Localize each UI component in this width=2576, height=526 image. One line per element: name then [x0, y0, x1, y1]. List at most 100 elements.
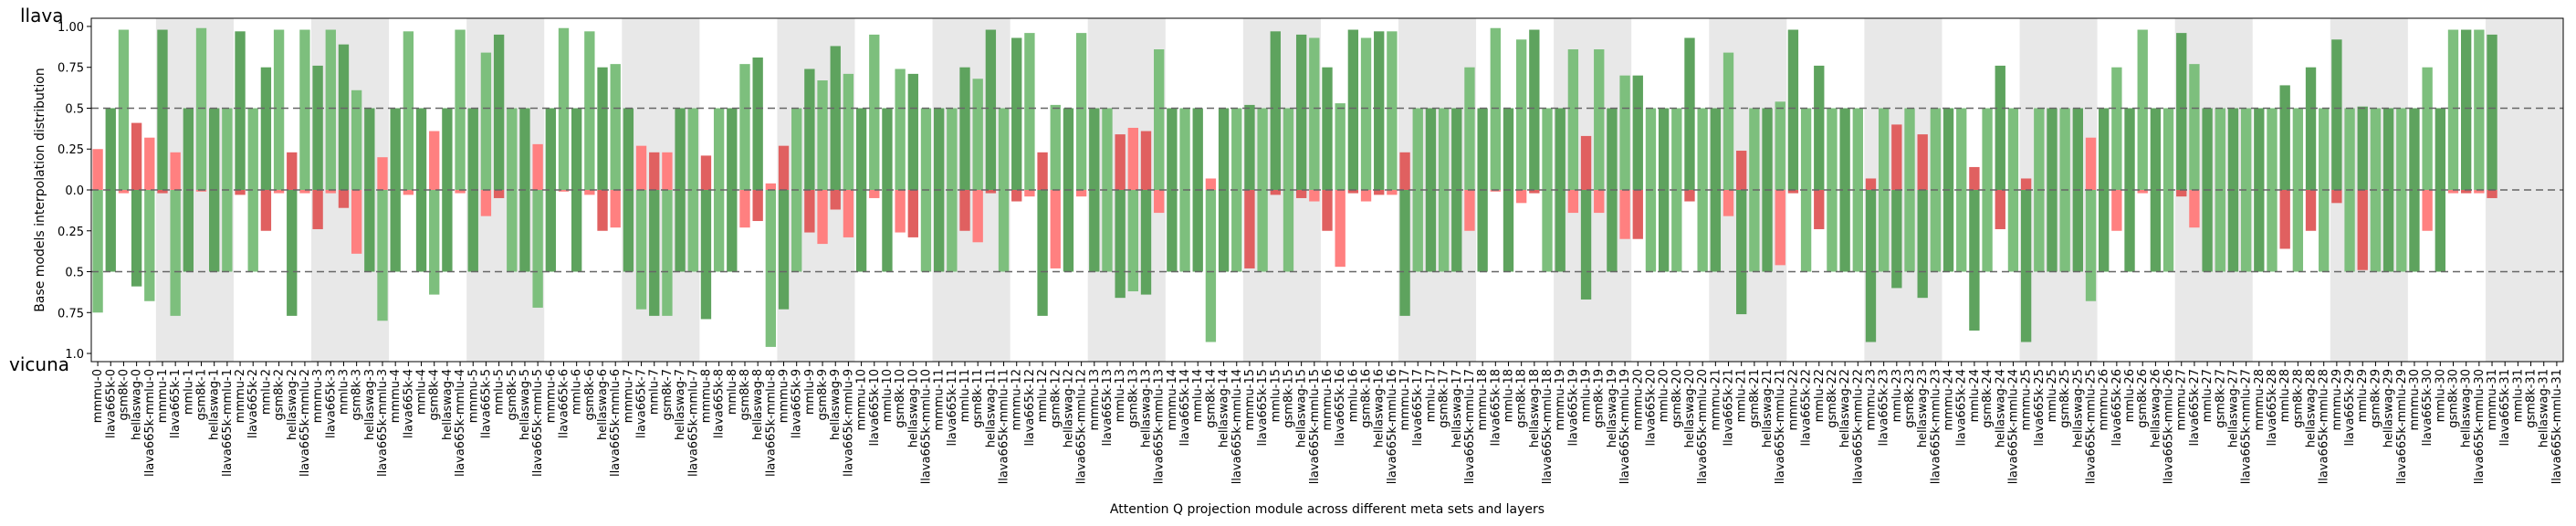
bar-down-llava665k-mmlu-27	[2240, 190, 2252, 272]
xtick-label-mmlu-15: mmlu-15	[1269, 369, 1283, 422]
xtick-label-gsm8k-8: gsm8k-8	[738, 369, 752, 420]
bar-up-gsm8k-28	[2292, 108, 2304, 190]
bar-up-mmmu-31	[2487, 34, 2497, 191]
xtick-label-mmmu-29: mmmu-29	[2330, 369, 2344, 430]
bar-up-mmlu-11	[959, 67, 970, 190]
bar-up-gsm8k-5	[507, 108, 518, 190]
bar-up-mmlu-23	[1891, 124, 1902, 190]
xtick-label-llava665k-mmlu-13: llava665k-mmlu-13	[1153, 369, 1167, 484]
bar-up-mmlu-6	[571, 108, 582, 190]
bar-up-llava665k-12	[1024, 33, 1035, 190]
bar-down-llava665k-mmlu-12	[1075, 190, 1087, 197]
bar-down-hellaswag-25	[2072, 190, 2083, 272]
bar-down-llava665k-mmlu-9	[843, 190, 854, 237]
xtick-label-mmmu-31: mmmu-31	[2486, 369, 2499, 430]
xtick-label-mmlu-26: mmlu-26	[2123, 369, 2137, 422]
bar-up-mmlu-5	[493, 34, 505, 191]
bar-down-hellaswag-23	[1917, 190, 1928, 299]
bar-down-llava665k-13	[1102, 190, 1113, 272]
bar-up-hellaswag-27	[2227, 108, 2239, 190]
xtick-label-hellaswag-2: hellaswag-2	[286, 369, 299, 440]
xtick-label-mmlu-14: mmlu-14	[1191, 369, 1205, 422]
bar-up-gsm8k-16	[1360, 37, 1372, 190]
bar-down-mmmu-24	[1942, 190, 1954, 272]
bar-down-llava665k-mmlu-1	[222, 190, 233, 272]
bar-up-mmlu-1	[183, 108, 194, 190]
xtick-label-llava665k-14: llava665k-14	[1178, 369, 1192, 446]
bar-up-mmmu-19	[1555, 108, 1565, 190]
xtick-label-mmmu-24: mmmu-24	[1942, 369, 1956, 430]
xtick-label-gsm8k-25: gsm8k-25	[2058, 369, 2072, 428]
bar-up-mmlu-21	[1736, 151, 1747, 190]
xtick-label-mmmu-25: mmmu-25	[2020, 369, 2034, 430]
bar-up-llava665k-mmlu-14	[1231, 108, 1242, 190]
xtick-label-gsm8k-7: gsm8k-7	[661, 369, 675, 420]
bar-up-mmlu-19	[1580, 135, 1592, 190]
bar-up-gsm8k-27	[2215, 108, 2225, 190]
xtick-label-mmlu-19: mmlu-19	[1580, 369, 1594, 422]
bar-up-llava665k-mmlu-30	[2474, 29, 2485, 191]
bar-up-hellaswag-28	[2305, 67, 2317, 190]
bar-down-mmlu-27	[2202, 190, 2213, 272]
bar-up-llava665k-9	[791, 108, 802, 190]
xtick-label-gsm8k-14: gsm8k-14	[1204, 369, 1218, 428]
bar-down-mmmu-17	[1399, 190, 1410, 316]
bar-down-mmmu-3	[312, 190, 323, 229]
bar-up-llava665k-21	[1723, 52, 1734, 190]
bar-up-llava665k-mmlu-26	[2162, 108, 2174, 190]
bar-up-llava665k-mmlu-24	[2007, 108, 2019, 190]
bar-down-mmlu-17	[1425, 190, 1437, 272]
xtick-label-gsm8k-5: gsm8k-5	[506, 369, 519, 420]
bar-down-mmmu-0	[92, 190, 103, 313]
bar-up-gsm8k-15	[1283, 108, 1294, 190]
bar-up-llava665k-26	[2111, 67, 2122, 190]
bar-down-gsm8k-4	[429, 190, 440, 295]
xtick-label-llava665k-mmlu-18: llava665k-mmlu-18	[1541, 369, 1555, 484]
xtick-label-llava665k-5: llava665k-5	[479, 369, 493, 438]
bar-down-mmmu-20	[1632, 190, 1643, 239]
xtick-label-hellaswag-28: hellaswag-28	[2305, 369, 2319, 447]
bar-down-hellaswag-30	[2460, 190, 2472, 194]
bar-down-hellaswag-9	[830, 190, 841, 210]
xtick-label-gsm8k-20: gsm8k-20	[1670, 369, 1684, 428]
bar-up-hellaswag-0	[131, 122, 142, 190]
xtick-label-mmmu-30: mmmu-30	[2408, 369, 2422, 430]
bar-up-mmlu-16	[1347, 29, 1359, 191]
bar-up-llava665k-1	[170, 152, 181, 190]
xtick-label-mmlu-16: mmlu-16	[1346, 369, 1360, 422]
bar-up-llava665k-6	[558, 27, 570, 190]
xtick-label-llava665k-10: llava665k-10	[868, 369, 882, 446]
xtick-label-llava665k-27: llava665k-27	[2188, 369, 2202, 446]
bar-down-gsm8k-16	[1360, 190, 1372, 202]
xtick-label-hellaswag-4: hellaswag-4	[441, 369, 455, 440]
bar-up-mmmu-14	[1167, 108, 1178, 190]
bar-up-llava665k-mmlu-18	[1542, 108, 1553, 190]
bar-up-llava665k-14	[1179, 108, 1190, 190]
xtick-label-llava665k-9: llava665k-9	[791, 369, 804, 438]
bar-up-llava665k-mmlu-5	[532, 143, 543, 190]
bar-down-mmmu-30	[2409, 190, 2420, 272]
bar-up-llava665k-mmlu-21	[1775, 101, 1785, 190]
bar-up-llava665k-mmlu-6	[610, 64, 621, 190]
bar-up-hellaswag-5	[519, 108, 530, 190]
bar-up-mmmu-28	[2254, 108, 2265, 190]
xtick-label-hellaswag-19: hellaswag-19	[1606, 369, 1619, 447]
bar-down-gsm8k-6	[584, 190, 595, 195]
xtick-label-mmmu-27: mmmu-27	[2175, 369, 2189, 430]
bar-down-llava665k-23	[1878, 190, 1890, 272]
xtick-label-llava665k-mmlu-17: llava665k-mmlu-17	[1463, 369, 1477, 484]
bar-up-hellaswag-14	[1218, 108, 1230, 190]
bar-up-llava665k-29	[2344, 108, 2355, 190]
xtick-label-llava665k-mmlu-26: llava665k-mmlu-26	[2162, 369, 2176, 484]
top-label: llava	[20, 5, 63, 26]
xtick-label-llava665k-mmlu-8: llava665k-mmlu-8	[764, 369, 778, 477]
bar-down-llava665k-11	[947, 190, 958, 272]
bar-down-mmlu-11	[959, 190, 970, 231]
bar-down-llava665k-28	[2267, 190, 2278, 272]
bar-up-gsm8k-3	[351, 89, 362, 190]
bar-up-hellaswag-21	[1762, 108, 1773, 190]
bar-down-mmmu-28	[2254, 190, 2265, 272]
bar-down-mmmu-4	[390, 190, 401, 272]
bar-down-hellaswag-5	[519, 190, 530, 272]
